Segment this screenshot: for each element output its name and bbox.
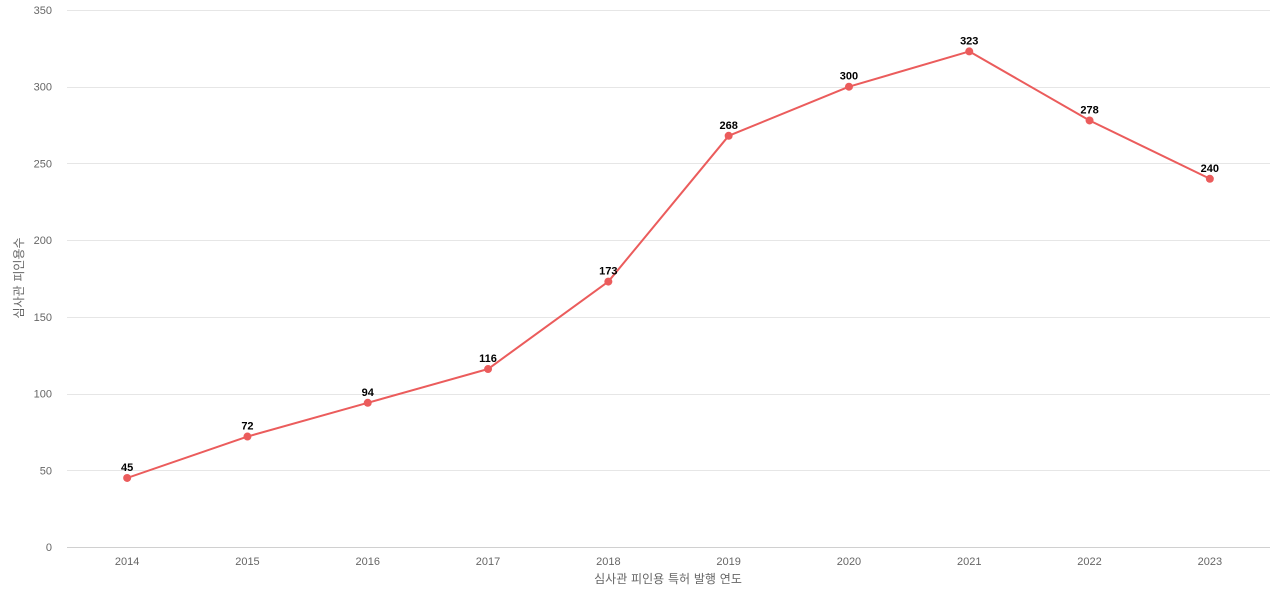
data-point[interactable] xyxy=(1205,174,1214,183)
data-point[interactable] xyxy=(844,82,853,91)
x-tick-label: 2021 xyxy=(957,556,981,568)
y-tick-label: 300 xyxy=(34,82,52,94)
y-tick-label: 100 xyxy=(34,389,52,401)
data-label: 94 xyxy=(362,387,375,399)
data-label: 173 xyxy=(599,266,617,278)
x-tick-label: 2015 xyxy=(235,556,259,568)
y-axis-title: 심사관 피인용수 xyxy=(12,237,26,318)
x-axis-ticks: 2014 2015 2016 2017 2018 2019 2020 2021 2022 2023 xyxy=(115,556,1222,568)
data-point[interactable] xyxy=(1085,116,1094,125)
data-label: 116 xyxy=(479,353,497,365)
data-point[interactable] xyxy=(965,47,974,56)
data-point[interactable] xyxy=(724,131,733,140)
grid-lines xyxy=(67,10,1270,548)
x-axis-title: 심사관 피인용 특허 발행 연도 xyxy=(594,571,742,586)
x-tick-label: 2016 xyxy=(356,556,380,568)
data-label: 300 xyxy=(840,71,858,83)
series-layer xyxy=(123,47,1214,482)
y-tick-label: 250 xyxy=(34,158,52,170)
data-label: 278 xyxy=(1080,104,1098,116)
y-tick-label: 350 xyxy=(34,5,52,17)
x-tick-label: 2022 xyxy=(1077,556,1101,568)
data-label: 72 xyxy=(241,421,253,433)
data-point[interactable] xyxy=(243,432,252,441)
data-labels: 45 72 94 116 173 268 300 323 278 240 xyxy=(121,35,1219,474)
data-label: 323 xyxy=(960,35,978,47)
y-tick-label: 50 xyxy=(40,465,52,477)
y-tick-label: 150 xyxy=(34,312,52,324)
y-axis-ticks: 0 50 100 150 200 250 300 350 xyxy=(34,5,52,554)
data-label: 45 xyxy=(121,462,133,474)
data-label: 268 xyxy=(719,120,737,132)
series-line xyxy=(126,50,1211,479)
x-tick-label: 2017 xyxy=(476,556,500,568)
x-tick-label: 2018 xyxy=(596,556,620,568)
data-point[interactable] xyxy=(123,473,132,482)
data-point[interactable] xyxy=(604,277,613,286)
data-point[interactable] xyxy=(484,365,493,374)
data-label: 240 xyxy=(1201,163,1219,175)
y-tick-label: 0 xyxy=(46,542,52,554)
data-point[interactable] xyxy=(363,398,372,407)
y-tick-label: 200 xyxy=(34,235,52,247)
x-tick-label: 2019 xyxy=(716,556,740,568)
x-tick-label: 2020 xyxy=(837,556,861,568)
x-tick-label: 2023 xyxy=(1198,556,1222,568)
x-tick-label: 2014 xyxy=(115,556,139,568)
